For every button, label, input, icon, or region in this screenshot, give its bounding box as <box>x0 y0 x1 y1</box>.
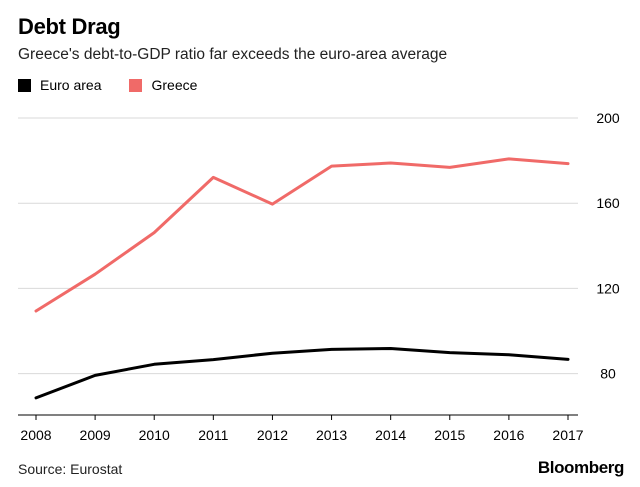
y-tick-label-120: 120 <box>596 280 620 296</box>
x-tick-label-2013: 2013 <box>316 427 347 443</box>
legend-swatch-greece <box>129 78 143 92</box>
series-line-euro-area <box>34 347 570 400</box>
legend-swatch-euro-area <box>18 78 31 92</box>
y-tick-label-80: 80 <box>600 366 616 382</box>
y-axis-ticks: 80 120 160 200 <box>596 110 620 382</box>
line-chart: 80 120 160 200 2008 2009 2010 2011 2012 2013 2014… <box>18 110 620 443</box>
x-tick-label-2016: 2016 <box>493 427 524 443</box>
y-tick-label-200: 200 <box>596 110 620 126</box>
x-tick-label-2010: 2010 <box>139 427 170 443</box>
legend-label-greece: Greece <box>151 77 198 93</box>
x-tick-label-2015: 2015 <box>434 427 465 443</box>
chart-subtitle: Greece's debt-to-GDP ratio far exceeds t… <box>18 46 448 63</box>
series-line-greece <box>34 157 570 313</box>
x-tick-label-2017: 2017 <box>552 427 583 443</box>
source-note: Source: Eurostat <box>18 461 123 477</box>
legend: Euro area Greece <box>18 77 225 93</box>
chart-title: Debt Drag <box>18 14 121 39</box>
gridlines <box>18 117 578 375</box>
y-tick-label-160: 160 <box>596 195 620 211</box>
x-tick-label-2009: 2009 <box>80 427 111 443</box>
x-tick-label-2008: 2008 <box>20 427 51 443</box>
x-tick-label-2011: 2011 <box>198 427 228 443</box>
x-tick-label-2012: 2012 <box>257 427 288 443</box>
legend-item-greece: Greece <box>129 77 197 93</box>
legend-item-euro-area: Euro area <box>18 77 101 93</box>
brand-logo: Bloomberg <box>537 458 625 477</box>
series-lines <box>34 157 570 400</box>
legend-label-euro-area: Euro area <box>40 77 102 93</box>
x-tick-label-2014: 2014 <box>375 427 406 443</box>
x-axis-ticks: 2008 2009 2010 2011 2012 2013 2014 2015 2016 2017 <box>20 415 584 443</box>
